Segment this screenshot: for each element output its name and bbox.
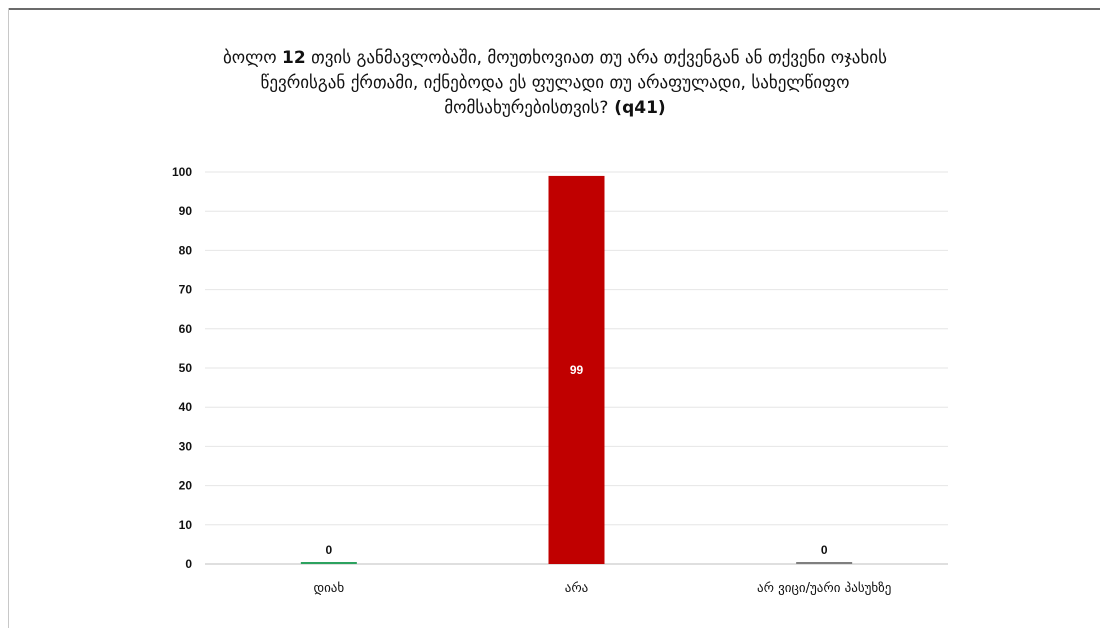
y-tick-label: 80 (179, 243, 193, 257)
y-axis: 0 10 20 30 40 50 60 70 80 90 100 (172, 165, 192, 571)
y-tick-label: 40 (179, 400, 193, 414)
y-tick-label: 100 (172, 165, 192, 179)
title-part-3: თვის განმავლობაში, მოუთხოვიათ თუ არა თქვ… (260, 48, 887, 118)
y-tick-label: 90 (179, 204, 193, 218)
title-part-4: (q41) (608, 98, 666, 118)
x-axis: დიახ არა არ ვიცი/უარი პასუხზე (313, 581, 891, 596)
data-label-1: 0 (325, 543, 332, 557)
y-tick-label: 20 (179, 479, 193, 493)
y-tick-label: 70 (179, 283, 193, 297)
bar-2 (548, 175, 605, 565)
title-part-2: 12 (282, 48, 306, 68)
y-tick-label: 10 (179, 518, 193, 532)
x-category-label-2: არა (565, 581, 589, 596)
chart-title: ბოლო 12 თვის განმავლობაში, მოუთხოვიათ თუ… (200, 46, 910, 121)
data-label-3: 0 (821, 543, 828, 557)
y-tick-label: 60 (179, 322, 193, 336)
data-labels: 0 99 0 (325, 363, 827, 557)
bars (300, 175, 853, 565)
bar-1 (300, 562, 357, 564)
x-category-label-1: დიახ (313, 581, 344, 596)
y-tick-label: 30 (179, 439, 193, 453)
x-category-label-3: არ ვიცი/უარი პასუხზე (757, 581, 891, 596)
frame-top-border (8, 8, 1100, 10)
bar-3 (796, 562, 853, 564)
frame-left-border (8, 8, 9, 628)
title-part-1: ბოლო (222, 48, 283, 68)
y-tick-label: 0 (185, 557, 192, 571)
y-tick-label: 50 (179, 361, 193, 375)
data-label-2: 99 (570, 363, 584, 377)
